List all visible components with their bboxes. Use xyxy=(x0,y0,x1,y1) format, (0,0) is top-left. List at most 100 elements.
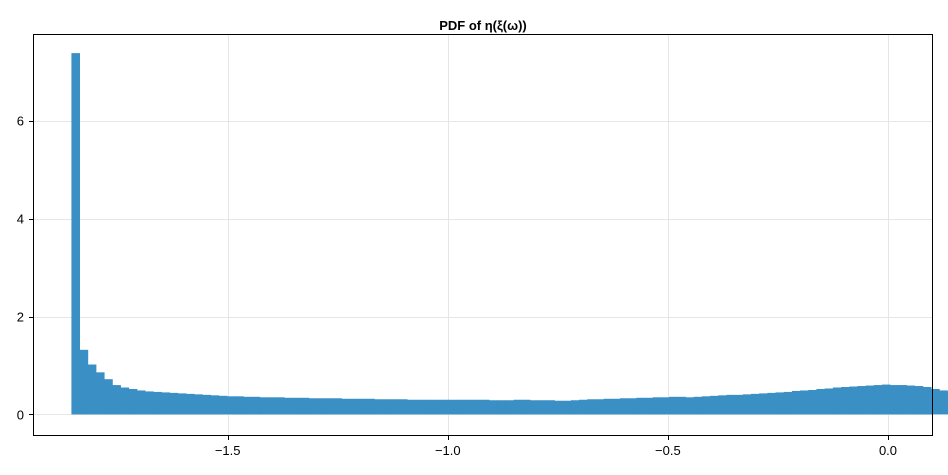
histogram-bar xyxy=(251,396,261,415)
histogram-bar xyxy=(791,390,801,415)
histogram-bar xyxy=(259,397,269,415)
histogram-bar xyxy=(546,400,555,415)
histogram-bar xyxy=(587,399,596,415)
histogram-bar xyxy=(79,349,89,415)
histogram-bar xyxy=(881,384,891,415)
x-tick-label: −1.0 xyxy=(435,443,461,458)
histogram-bar xyxy=(415,399,424,415)
histogram-bar xyxy=(857,386,867,415)
histogram-bar xyxy=(292,397,302,415)
histogram-bar xyxy=(210,395,220,415)
histogram-bar xyxy=(300,397,310,415)
histogram-bar xyxy=(439,399,449,415)
histogram-bar xyxy=(104,379,113,415)
histogram-bar xyxy=(464,399,474,415)
histogram-bar xyxy=(136,390,146,415)
histogram-bar xyxy=(513,399,523,415)
histogram-bar xyxy=(153,391,162,415)
histogram-bar xyxy=(767,392,776,415)
histogram-bar xyxy=(169,392,179,415)
histogram-bar xyxy=(906,385,916,415)
grid-lines xyxy=(34,35,932,435)
histogram-bar xyxy=(317,398,326,415)
histogram-bar xyxy=(628,398,637,415)
histogram-bar xyxy=(145,391,154,415)
axis-ticks xyxy=(29,121,889,440)
histogram-bar xyxy=(644,397,654,415)
x-axis-tick-labels: −1.5 −1.0 −0.5 0.0 xyxy=(215,443,897,458)
histogram-bar xyxy=(128,388,138,415)
histogram-bar xyxy=(407,399,416,415)
histogram-bar xyxy=(341,398,351,415)
histogram-bar xyxy=(243,396,252,415)
histogram-bar xyxy=(226,396,236,415)
histogram-bar xyxy=(841,387,850,415)
histogram-bar xyxy=(95,372,105,415)
histogram-bar xyxy=(554,400,564,415)
histogram-bar xyxy=(431,399,441,415)
histogram-bar xyxy=(603,398,613,415)
histogram-bar xyxy=(849,386,858,415)
histogram-bar xyxy=(194,394,203,415)
histogram-bar xyxy=(579,399,588,415)
histogram-bar xyxy=(710,395,719,415)
histogram-bar xyxy=(333,398,343,415)
histogram-bar xyxy=(529,400,539,415)
histogram-bar xyxy=(808,389,817,415)
histogram-bar xyxy=(120,387,130,415)
histogram-bar xyxy=(161,392,171,415)
histogram-bar xyxy=(636,397,645,415)
histogram-bar xyxy=(267,397,277,415)
histogram-bar xyxy=(382,399,392,415)
histogram-bar xyxy=(235,396,244,415)
histogram-bar xyxy=(374,399,383,415)
histogram-bar xyxy=(521,399,531,415)
histogram-bar xyxy=(71,53,81,415)
y-axis-tick-labels: 0 2 4 6 xyxy=(17,114,24,423)
histogram-bar xyxy=(734,394,744,415)
histogram-bar xyxy=(939,390,948,415)
histogram-bar xyxy=(775,392,785,415)
histogram-bar xyxy=(357,398,367,415)
plot-frame xyxy=(33,34,933,436)
histogram-bar xyxy=(931,388,940,415)
histogram-bar xyxy=(390,399,400,415)
histogram-bar xyxy=(276,397,285,415)
histogram-bar xyxy=(112,385,121,415)
histogram-bar xyxy=(448,399,457,415)
histogram-bar xyxy=(685,397,695,415)
y-tick-label: 2 xyxy=(17,310,24,325)
histogram-bar xyxy=(873,385,883,415)
histogram-bar xyxy=(898,385,907,415)
histogram-bar xyxy=(218,395,228,415)
histogram-bar xyxy=(750,393,760,415)
histogram-bar xyxy=(497,400,506,415)
histogram-bar xyxy=(669,396,678,415)
histogram-bar xyxy=(202,394,212,415)
histogram-bar xyxy=(186,393,195,415)
histogram-bar xyxy=(742,394,752,415)
histogram-bar xyxy=(366,398,375,415)
histogram-bar xyxy=(865,385,875,415)
y-tick-label: 0 xyxy=(17,407,24,422)
histogram-bar xyxy=(611,398,621,415)
histogram-bar xyxy=(701,396,711,415)
histogram-bar xyxy=(570,400,580,415)
histogram-bar xyxy=(800,390,809,415)
histogram-bar xyxy=(87,364,97,415)
y-tick-label: 4 xyxy=(17,212,24,227)
histogram-bar xyxy=(423,399,433,415)
histogram-bar xyxy=(759,393,768,415)
histogram-bar xyxy=(284,397,293,415)
histogram-bar xyxy=(660,397,670,415)
x-tick-label: 0.0 xyxy=(879,443,897,458)
x-tick-label: −1.5 xyxy=(215,443,241,458)
histogram-bar xyxy=(619,398,629,415)
chart-title: PDF of η(ξ(ω)) xyxy=(439,18,527,33)
histogram-bar xyxy=(824,388,834,415)
y-tick-label: 6 xyxy=(17,114,24,129)
histogram-bar xyxy=(538,400,547,415)
histogram-bar xyxy=(349,398,359,415)
histogram-bar xyxy=(488,400,498,415)
